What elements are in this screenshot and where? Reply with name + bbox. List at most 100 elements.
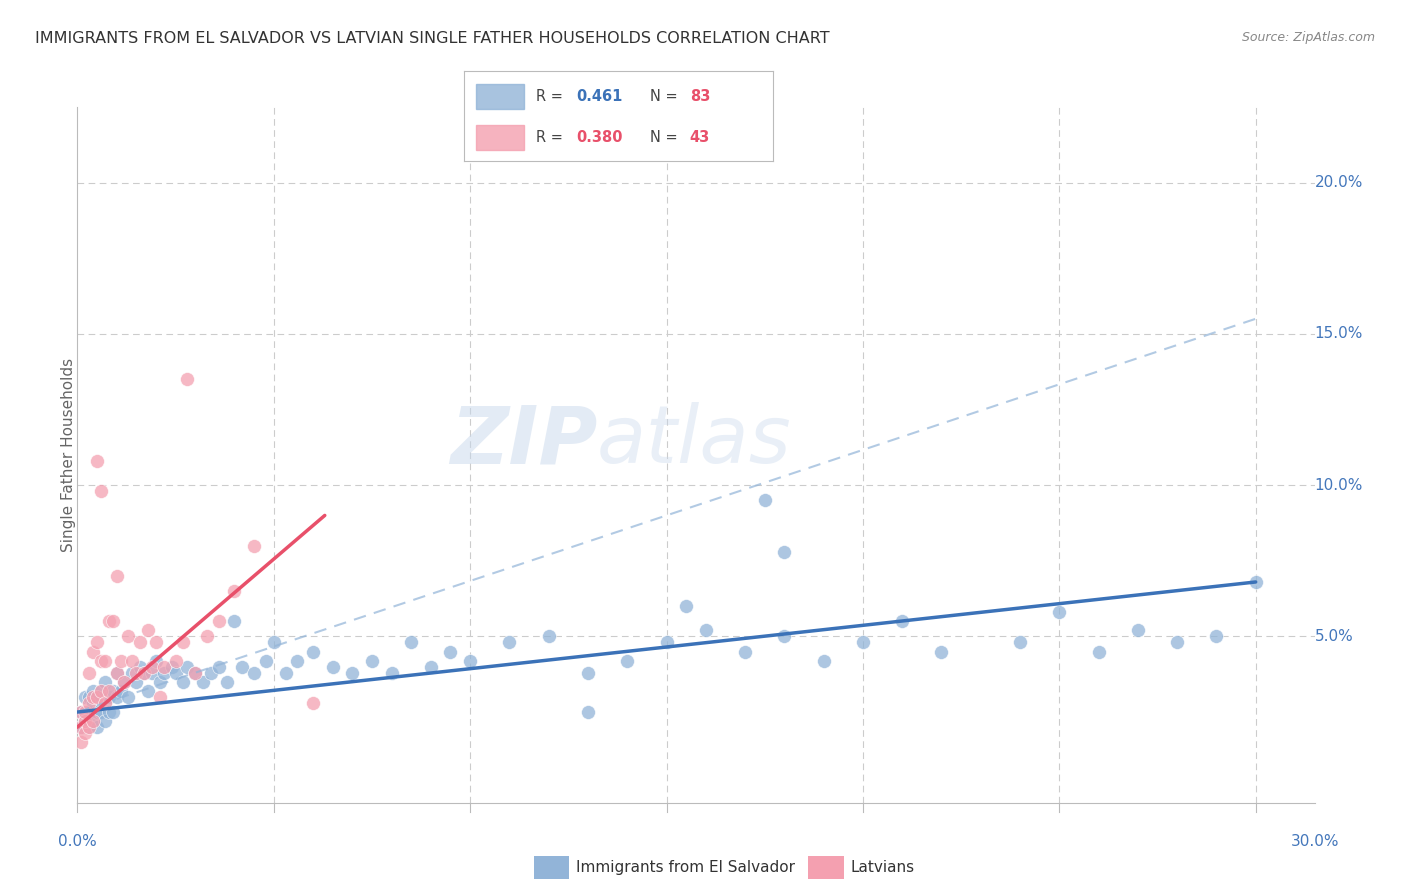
Point [254,654,277,668]
Point [342,665,364,680]
Point [136,624,159,638]
Point [90,684,112,698]
Point [77,720,100,734]
Text: 15.0%: 15.0% [1315,326,1362,342]
Point [86,690,108,704]
Point [176,659,198,673]
Point [380,665,402,680]
Point [86,705,108,719]
Point [136,684,159,698]
Text: N =: N = [650,89,682,103]
Point [165,654,187,668]
Point [1047,605,1070,619]
Point [129,635,152,649]
Point [1244,574,1267,589]
Point [101,684,124,698]
Point [70,705,93,719]
Point [361,654,384,668]
Point [498,635,520,649]
Point [117,690,139,704]
Point [172,635,194,649]
Point [1087,644,1109,658]
Point [94,654,117,668]
Point [77,690,100,704]
Point [94,674,117,689]
Point [121,665,143,680]
Text: 30.0%: 30.0% [1291,834,1339,849]
Point [322,659,344,673]
Point [616,654,638,668]
Text: N =: N = [650,130,682,145]
Point [110,684,132,698]
Point [125,665,148,680]
Point [773,545,796,559]
Point [773,629,796,643]
Bar [477,84,524,109]
Point [90,684,112,698]
Point [94,696,117,710]
Point [94,714,117,728]
Point [145,654,167,668]
Text: 0.461: 0.461 [576,89,623,103]
Point [86,454,108,468]
Point [215,674,238,689]
Point [852,635,875,649]
Point [458,654,481,668]
Point [152,659,174,673]
Point [75,714,97,728]
Point [117,629,139,643]
Text: Immigrants from El Salvador: Immigrants from El Salvador [576,860,796,874]
Text: Source: ZipAtlas.com: Source: ZipAtlas.com [1241,31,1375,45]
Point [208,615,231,629]
Point [1166,635,1188,649]
Point [224,615,246,629]
Point [121,654,143,668]
Text: 43: 43 [690,130,710,145]
Point [75,690,97,704]
Point [77,720,100,734]
Point [125,674,148,689]
Point [90,654,112,668]
Point [97,705,120,719]
Point [224,584,246,599]
Text: 0.0%: 0.0% [58,834,97,849]
Point [141,665,163,680]
Point [132,665,155,680]
Point [70,735,93,749]
Point [114,674,136,689]
Point [813,654,835,668]
Point [141,659,163,673]
Point [263,635,285,649]
Point [419,659,441,673]
Point [576,705,599,719]
Point [86,635,108,649]
Point [105,665,128,680]
Text: R =: R = [536,130,568,145]
Point [105,690,128,704]
Point [195,629,218,643]
Point [149,674,172,689]
Point [129,659,152,673]
Point [82,684,104,698]
Point [75,714,97,728]
Point [576,665,599,680]
Point [1008,635,1031,649]
Point [101,705,124,719]
Point [172,674,194,689]
Point [77,705,100,719]
Text: Latvians: Latvians [851,860,915,874]
Point [274,665,297,680]
Text: 10.0%: 10.0% [1315,478,1362,492]
Point [231,659,253,673]
Point [149,690,172,704]
Point [97,684,120,698]
Point [132,665,155,680]
Point [537,629,560,643]
Point [891,615,914,629]
Point [97,690,120,704]
Point [70,720,93,734]
Point [184,665,207,680]
Point [97,615,120,629]
Point [734,644,756,658]
Point [114,674,136,689]
